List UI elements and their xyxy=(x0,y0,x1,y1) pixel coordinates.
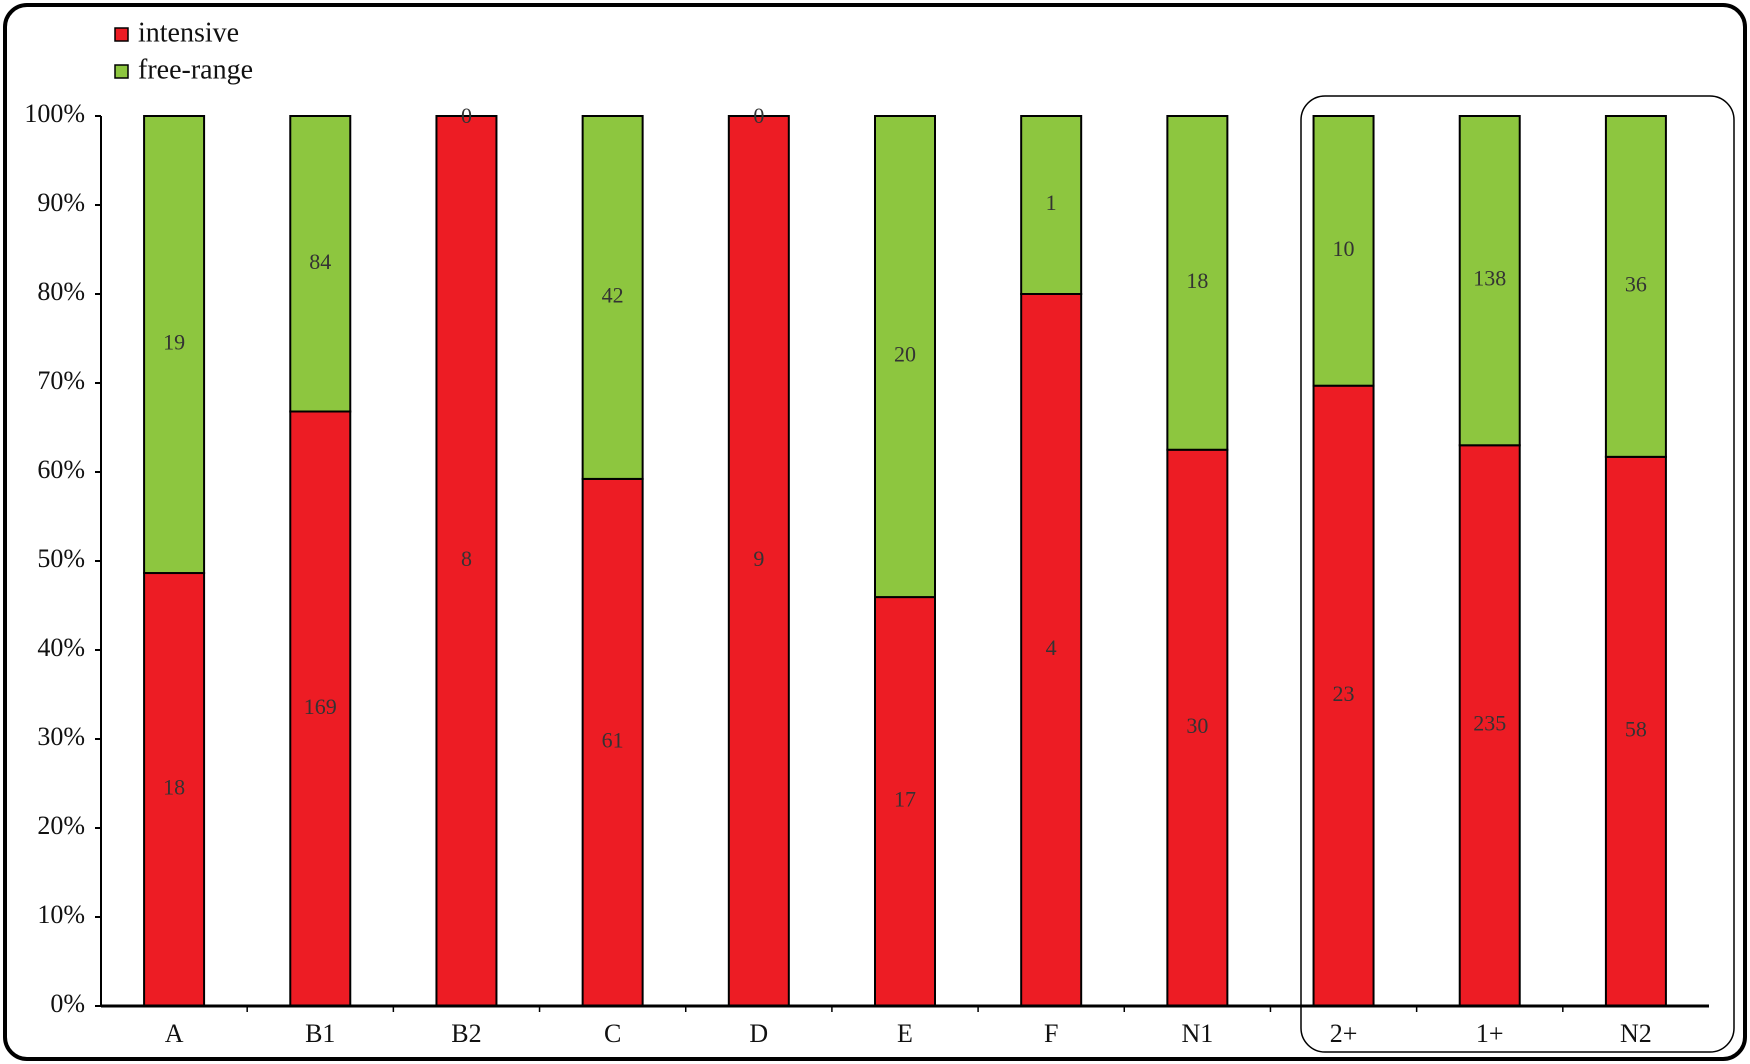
x-tick-label: D xyxy=(749,1019,768,1048)
x-tick-label: B1 xyxy=(305,1019,335,1048)
value-label: 0 xyxy=(753,103,764,128)
bar-segment xyxy=(727,115,790,1007)
value-label: 18 xyxy=(163,775,185,800)
bar-segment xyxy=(581,477,644,1008)
value-label: 18 xyxy=(1186,268,1208,293)
x-tick-label: F xyxy=(1044,1019,1058,1048)
bar-segment xyxy=(289,115,352,413)
x-tick-label: A xyxy=(165,1019,184,1048)
y-tick-label: 60% xyxy=(37,455,85,484)
y-tick-label: 80% xyxy=(37,277,85,306)
x-tick-label: N1 xyxy=(1181,1019,1213,1048)
value-label: 17 xyxy=(894,787,916,812)
value-label: 0 xyxy=(461,103,472,128)
value-label: 30 xyxy=(1186,713,1208,738)
y-tick-label: 100% xyxy=(24,99,85,128)
value-label: 61 xyxy=(602,728,624,753)
value-label: 8 xyxy=(461,546,472,571)
bar-segment xyxy=(1604,115,1667,458)
y-tick-label: 70% xyxy=(37,366,85,395)
y-tick-label: 40% xyxy=(37,633,85,662)
x-tick-label: B2 xyxy=(451,1019,481,1048)
y-tick-label: 0% xyxy=(50,989,85,1018)
value-label: 138 xyxy=(1473,266,1506,291)
y-tick-label: 20% xyxy=(37,811,85,840)
value-label: 4 xyxy=(1046,635,1057,660)
y-tick-label: 10% xyxy=(37,900,85,929)
bar-segment xyxy=(1312,384,1375,1007)
value-label: 23 xyxy=(1333,681,1355,706)
value-label: 169 xyxy=(304,694,337,719)
x-tick-label: 2+ xyxy=(1330,1019,1358,1048)
bar-segment xyxy=(1020,115,1083,295)
bar-segment xyxy=(143,115,206,575)
value-label: 20 xyxy=(894,342,916,367)
legend-swatch xyxy=(114,64,129,79)
bar-segment xyxy=(435,115,498,1007)
value-label: 19 xyxy=(163,330,185,355)
value-label: 235 xyxy=(1473,711,1506,736)
value-label: 42 xyxy=(602,283,624,308)
bar-segment xyxy=(581,115,644,480)
value-label: 1 xyxy=(1046,190,1057,215)
value-label: 10 xyxy=(1333,236,1355,261)
legend-label: free-range xyxy=(138,54,253,85)
legend-label: intensive xyxy=(138,17,239,48)
y-tick-label: 90% xyxy=(37,188,85,217)
value-label: 84 xyxy=(309,249,331,274)
highlight-box xyxy=(1300,95,1735,1053)
bar-segment xyxy=(874,115,936,599)
bar-segment xyxy=(1166,115,1229,451)
bar-segment xyxy=(1312,115,1375,387)
bar-segment xyxy=(1020,293,1083,1007)
x-tick-label: C xyxy=(604,1019,621,1048)
value-label: 36 xyxy=(1625,271,1647,296)
bar-segment xyxy=(1166,448,1229,1007)
x-tick-label: 1+ xyxy=(1476,1019,1504,1048)
y-tick-label: 50% xyxy=(37,544,85,573)
x-tick-label: N2 xyxy=(1620,1019,1652,1048)
value-label: 58 xyxy=(1625,716,1647,741)
value-label: 9 xyxy=(753,546,764,571)
y-tick-label: 30% xyxy=(37,722,85,751)
bar-segment xyxy=(1458,115,1521,447)
x-tick-label: E xyxy=(897,1019,913,1048)
frame xyxy=(3,3,1747,1061)
legend-swatch xyxy=(114,27,129,42)
